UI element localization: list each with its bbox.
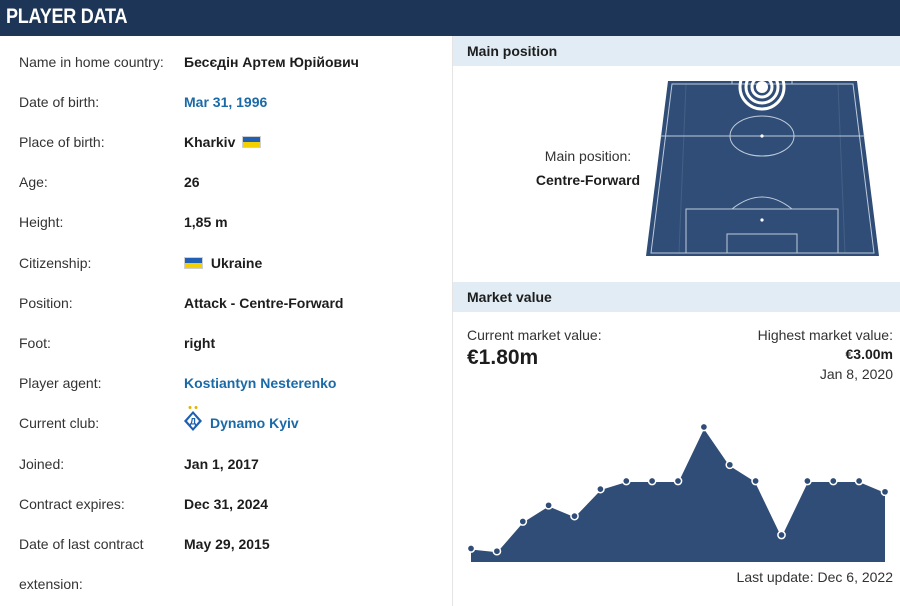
label-last-contract-extension: Date of last contract — [19, 536, 144, 552]
section-title: PLAYER DATA — [6, 5, 128, 28]
player-info-list: Name in home country: Бесєдін Артем Юрій… — [0, 36, 448, 606]
pitch-goal-area — [726, 233, 798, 254]
market-value-point[interactable] — [751, 476, 760, 486]
player-agent-link[interactable]: Kostiantyn Nesterenko — [184, 375, 337, 391]
label-height: Height: — [19, 214, 64, 230]
market-value-point[interactable] — [492, 546, 502, 556]
pitch-outline — [650, 83, 875, 254]
market-value-point[interactable] — [647, 476, 657, 486]
market-value-point[interactable] — [725, 460, 735, 470]
label-current-club: Current club: — [19, 415, 100, 431]
market-value-area — [471, 427, 885, 562]
pitch-stripe-1 — [678, 83, 687, 254]
highest-market-value-label: Highest market value: — [757, 327, 893, 343]
market-value-point[interactable] — [621, 476, 631, 486]
label-name-home: Name in home country: — [19, 54, 164, 70]
date-of-birth-link[interactable]: Mar 31, 1996 — [184, 94, 268, 110]
column-divider — [452, 36, 453, 606]
value-age: 26 — [184, 174, 200, 190]
label-last-contract-extension-cont: extension: — [19, 576, 83, 592]
market-value-point[interactable] — [828, 476, 838, 486]
label-joined: Joined: — [19, 456, 65, 472]
value-joined: Jan 1, 2017 — [184, 456, 259, 472]
value-place-of-birth: Kharkiv — [184, 134, 262, 150]
citizenship-text: Ukraine — [210, 255, 263, 271]
pitch-top-goal-area — [731, 81, 793, 84]
ukraine-flag-icon — [184, 257, 203, 269]
market-value-chart[interactable] — [467, 396, 893, 566]
label-player-agent: Player agent: — [19, 375, 102, 391]
value-last-contract-extension: May 29, 2015 — [184, 536, 270, 552]
ukraine-flag-icon — [242, 136, 262, 148]
market-value-point[interactable] — [596, 484, 605, 494]
label-age: Age: — [19, 174, 48, 190]
main-position-header: Main position — [453, 36, 900, 66]
label-position: Position: — [19, 295, 73, 311]
pitch-centre-spot — [760, 134, 764, 138]
current-market-value-label: Current market value: — [467, 327, 602, 343]
value-height: 1,85 m — [184, 214, 228, 230]
pitch-stripe-2 — [837, 83, 846, 254]
market-value-point[interactable] — [518, 517, 528, 526]
main-position-value: Centre-Forward — [535, 172, 641, 188]
value-name-home: Бесєдін Артем Юрійович — [184, 54, 359, 70]
label-contract-expires: Contract expires: — [19, 496, 125, 512]
label-citizenship: Citizenship: — [19, 255, 92, 271]
label-place-of-birth: Place of birth: — [19, 134, 105, 150]
last-update-text: Last update: Dec 6, 2022 — [736, 569, 893, 585]
market-value-point[interactable] — [777, 530, 786, 540]
player-data-header: PLAYER DATA — [0, 0, 900, 36]
highest-market-value-date: Jan 8, 2020 — [819, 366, 893, 382]
market-value-point[interactable] — [854, 476, 864, 486]
position-marker-icon — [738, 81, 786, 111]
position-marker-centre — [756, 81, 768, 93]
highest-market-value: €3.00m — [845, 346, 893, 362]
market-value-point[interactable] — [467, 544, 476, 553]
label-foot: Foot: — [19, 335, 51, 351]
svg-text:Д: Д — [190, 417, 197, 427]
place-of-birth-text: Kharkiv — [184, 134, 236, 150]
value-contract-expires: Dec 31, 2024 — [184, 496, 269, 512]
dynamo-kyiv-crest-icon[interactable]: Д — [183, 405, 203, 433]
main-position-label: Main position: — [544, 148, 632, 164]
value-foot: right — [184, 335, 216, 351]
market-value-point[interactable] — [544, 500, 553, 510]
pitch-penalty-spot — [760, 218, 764, 222]
current-market-value: €1.80m — [467, 346, 539, 369]
pitch-penalty-arc — [731, 196, 793, 210]
market-value-point[interactable] — [673, 476, 683, 486]
pitch-centre-circle — [729, 115, 795, 157]
market-value-point[interactable] — [880, 487, 890, 497]
market-value-header: Market value — [453, 282, 900, 312]
right-column: Main position Main position: Centre-Forw… — [453, 36, 900, 606]
market-value-point[interactable] — [570, 511, 579, 521]
value-position: Attack - Centre-Forward — [184, 295, 344, 311]
market-value-point[interactable] — [699, 422, 709, 432]
value-citizenship: Ukraine — [184, 255, 262, 271]
pitch-surface — [646, 81, 879, 256]
pitch-diagram — [646, 81, 879, 256]
current-club-link[interactable]: Dynamo Kyiv — [210, 415, 299, 431]
label-date-of-birth: Date of birth: — [19, 94, 100, 110]
market-value-point[interactable] — [803, 476, 812, 486]
